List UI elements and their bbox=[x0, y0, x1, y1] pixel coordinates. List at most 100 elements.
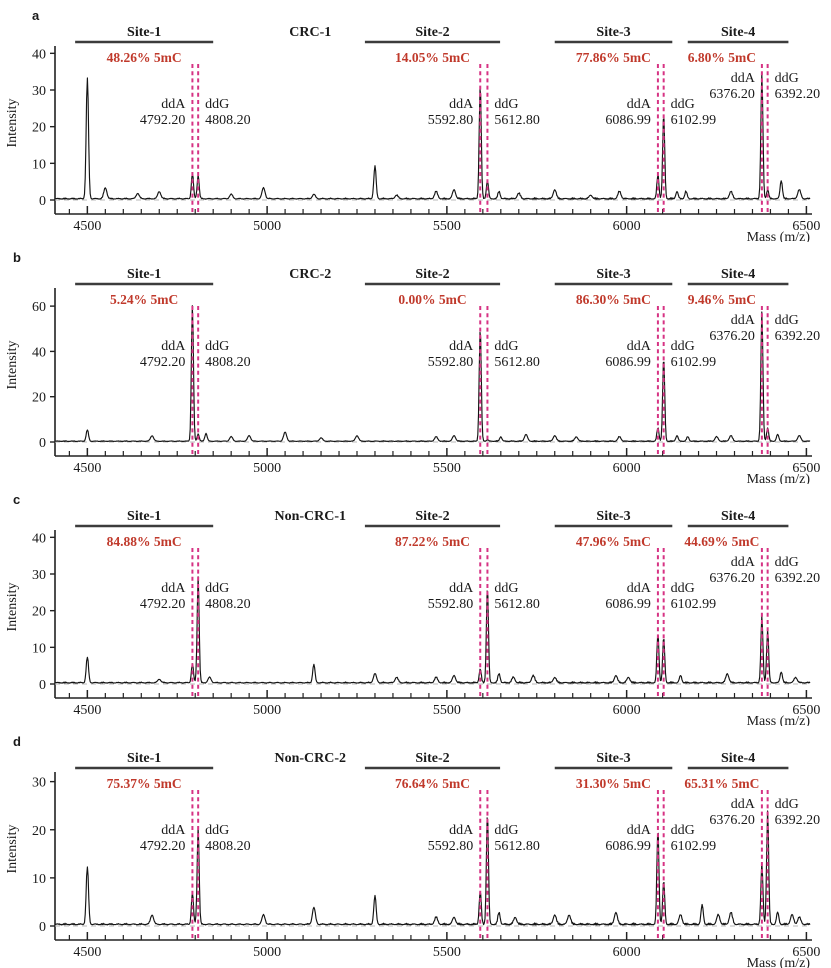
ddg-label: ddG bbox=[671, 97, 695, 112]
panel-letter: b bbox=[13, 250, 21, 265]
y-tick-label: 10 bbox=[32, 641, 46, 656]
ddg-label: ddG bbox=[494, 823, 518, 838]
ddg-mass-label: 6392.20 bbox=[775, 571, 821, 586]
ddg-label: ddG bbox=[671, 339, 695, 354]
ddg-mass-label: 6392.20 bbox=[775, 329, 821, 344]
ddg-mass-label: 4808.20 bbox=[205, 355, 251, 370]
ddg-label: ddG bbox=[775, 71, 799, 86]
x-tick-label: 6000 bbox=[613, 945, 641, 960]
dda-mass-label: 6086.99 bbox=[605, 113, 651, 128]
x-tick-label: 6500 bbox=[792, 461, 820, 476]
spectrum-trace bbox=[54, 576, 811, 684]
x-axis-title: Mass (m/z) bbox=[747, 714, 811, 726]
dda-label: ddA bbox=[161, 339, 186, 354]
ddg-label: ddG bbox=[205, 339, 229, 354]
ddg-mass-label: 4808.20 bbox=[205, 597, 251, 612]
ddg-mass-label: 5612.80 bbox=[494, 597, 540, 612]
y-tick-label: 40 bbox=[32, 345, 46, 360]
ddg-label: ddG bbox=[494, 97, 518, 112]
percent-5mc-label: 47.96% 5mC bbox=[576, 534, 651, 549]
percent-5mc-label: 87.22% 5mC bbox=[395, 534, 470, 549]
x-axis-title: Mass (m/z) bbox=[747, 472, 811, 484]
dda-label: ddA bbox=[161, 97, 186, 112]
x-tick-label: 6000 bbox=[613, 219, 641, 234]
x-tick-label: 6500 bbox=[792, 945, 820, 960]
spectrum-chart-non-crc-1: c Site-1 Site-2 Site-3 Site-4 Non-CRC-1 84.88%… bbox=[5, 492, 821, 726]
spectrum-chart-crc-2: b Site-1 Site-2 Site-3 Site-4 CRC-2 5.24% 5mC 0… bbox=[5, 250, 821, 484]
site-title: Site-2 bbox=[415, 509, 449, 524]
x-tick-label: 5500 bbox=[433, 945, 461, 960]
dda-mass-label: 6086.99 bbox=[605, 355, 651, 370]
dda-mass-label: 6376.20 bbox=[709, 329, 755, 344]
dda-mass-label: 4792.20 bbox=[140, 355, 186, 370]
x-tick-label: 5000 bbox=[253, 703, 281, 718]
site-title: Site-2 bbox=[415, 751, 449, 766]
dda-label: ddA bbox=[449, 823, 474, 838]
y-tick-label: 0 bbox=[39, 194, 46, 209]
percent-5mc-label: 75.37% 5mC bbox=[107, 776, 182, 791]
dda-label: ddA bbox=[627, 581, 652, 596]
y-axis-title: Intensity bbox=[5, 825, 20, 874]
x-tick-label: 4500 bbox=[73, 945, 101, 960]
spectrum-trace bbox=[54, 305, 811, 443]
spectrum-chart-non-crc-2: d Site-1 Site-2 Site-3 Site-4 Non-CRC-2 75.37%… bbox=[5, 734, 820, 968]
spectrum-trace bbox=[54, 810, 811, 926]
ddg-mass-label: 6102.99 bbox=[671, 355, 717, 370]
sample-title: Non-CRC-1 bbox=[274, 509, 346, 524]
site-title: Site-4 bbox=[721, 751, 755, 766]
percent-5mc-label: 31.30% 5mC bbox=[576, 776, 651, 791]
dda-label: ddA bbox=[161, 581, 186, 596]
x-tick-label: 6500 bbox=[792, 219, 820, 234]
x-tick-label: 6000 bbox=[613, 703, 641, 718]
percent-5mc-label: 86.30% 5mC bbox=[576, 292, 651, 307]
site-title: Site-1 bbox=[127, 25, 161, 40]
panel-letter: c bbox=[13, 492, 20, 507]
x-tick-label: 4500 bbox=[73, 461, 101, 476]
site-title: Site-1 bbox=[127, 509, 161, 524]
panel-letter: d bbox=[13, 734, 21, 749]
panel-a: a Site-1 Site-2 Site-3 Site-4 CRC-1 48.26% 5mC… bbox=[0, 0, 831, 242]
x-tick-label: 5000 bbox=[253, 945, 281, 960]
y-tick-label: 0 bbox=[39, 920, 46, 935]
spectrum-trace bbox=[54, 73, 811, 200]
ddg-mass-label: 6102.99 bbox=[671, 113, 717, 128]
dda-mass-label: 4792.20 bbox=[140, 597, 186, 612]
dda-label: ddA bbox=[731, 313, 756, 328]
x-tick-label: 5500 bbox=[433, 461, 461, 476]
x-tick-label: 5500 bbox=[433, 703, 461, 718]
x-tick-label: 6000 bbox=[613, 461, 641, 476]
site-title: Site-4 bbox=[721, 267, 755, 282]
dda-mass-label: 6376.20 bbox=[709, 571, 755, 586]
percent-5mc-label: 0.00% 5mC bbox=[398, 292, 466, 307]
dda-label: ddA bbox=[627, 823, 652, 838]
sample-title: Non-CRC-2 bbox=[274, 751, 346, 766]
dda-label: ddA bbox=[731, 71, 756, 86]
site-title: Site-1 bbox=[127, 751, 161, 766]
site-title: Site-3 bbox=[596, 25, 630, 40]
x-tick-label: 6500 bbox=[792, 703, 820, 718]
dda-label: ddA bbox=[627, 339, 652, 354]
percent-5mc-label: 14.05% 5mC bbox=[395, 50, 470, 65]
y-tick-label: 10 bbox=[32, 872, 46, 887]
panel-b: b Site-1 Site-2 Site-3 Site-4 CRC-2 5.24% 5mC 0… bbox=[0, 242, 831, 484]
x-axis-title: Mass (m/z) bbox=[747, 230, 811, 242]
panel-c: c Site-1 Site-2 Site-3 Site-4 Non-CRC-1 84.88%… bbox=[0, 484, 831, 726]
site-title: Site-3 bbox=[596, 267, 630, 282]
percent-5mc-label: 44.69% 5mC bbox=[684, 534, 759, 549]
ddg-label: ddG bbox=[775, 313, 799, 328]
dda-mass-label: 4792.20 bbox=[140, 113, 186, 128]
y-tick-label: 20 bbox=[32, 605, 46, 620]
ddg-mass-label: 6392.20 bbox=[775, 87, 821, 102]
dda-mass-label: 6376.20 bbox=[709, 813, 755, 828]
dda-label: ddA bbox=[731, 555, 756, 570]
y-tick-label: 10 bbox=[32, 157, 46, 172]
percent-5mc-label: 77.86% 5mC bbox=[576, 50, 651, 65]
ddg-label: ddG bbox=[494, 339, 518, 354]
dda-mass-label: 6376.20 bbox=[709, 87, 755, 102]
site-title: Site-2 bbox=[415, 267, 449, 282]
x-tick-label: 4500 bbox=[73, 703, 101, 718]
ddg-mass-label: 6102.99 bbox=[671, 839, 717, 854]
percent-5mc-label: 84.88% 5mC bbox=[107, 534, 182, 549]
x-tick-label: 5000 bbox=[253, 461, 281, 476]
